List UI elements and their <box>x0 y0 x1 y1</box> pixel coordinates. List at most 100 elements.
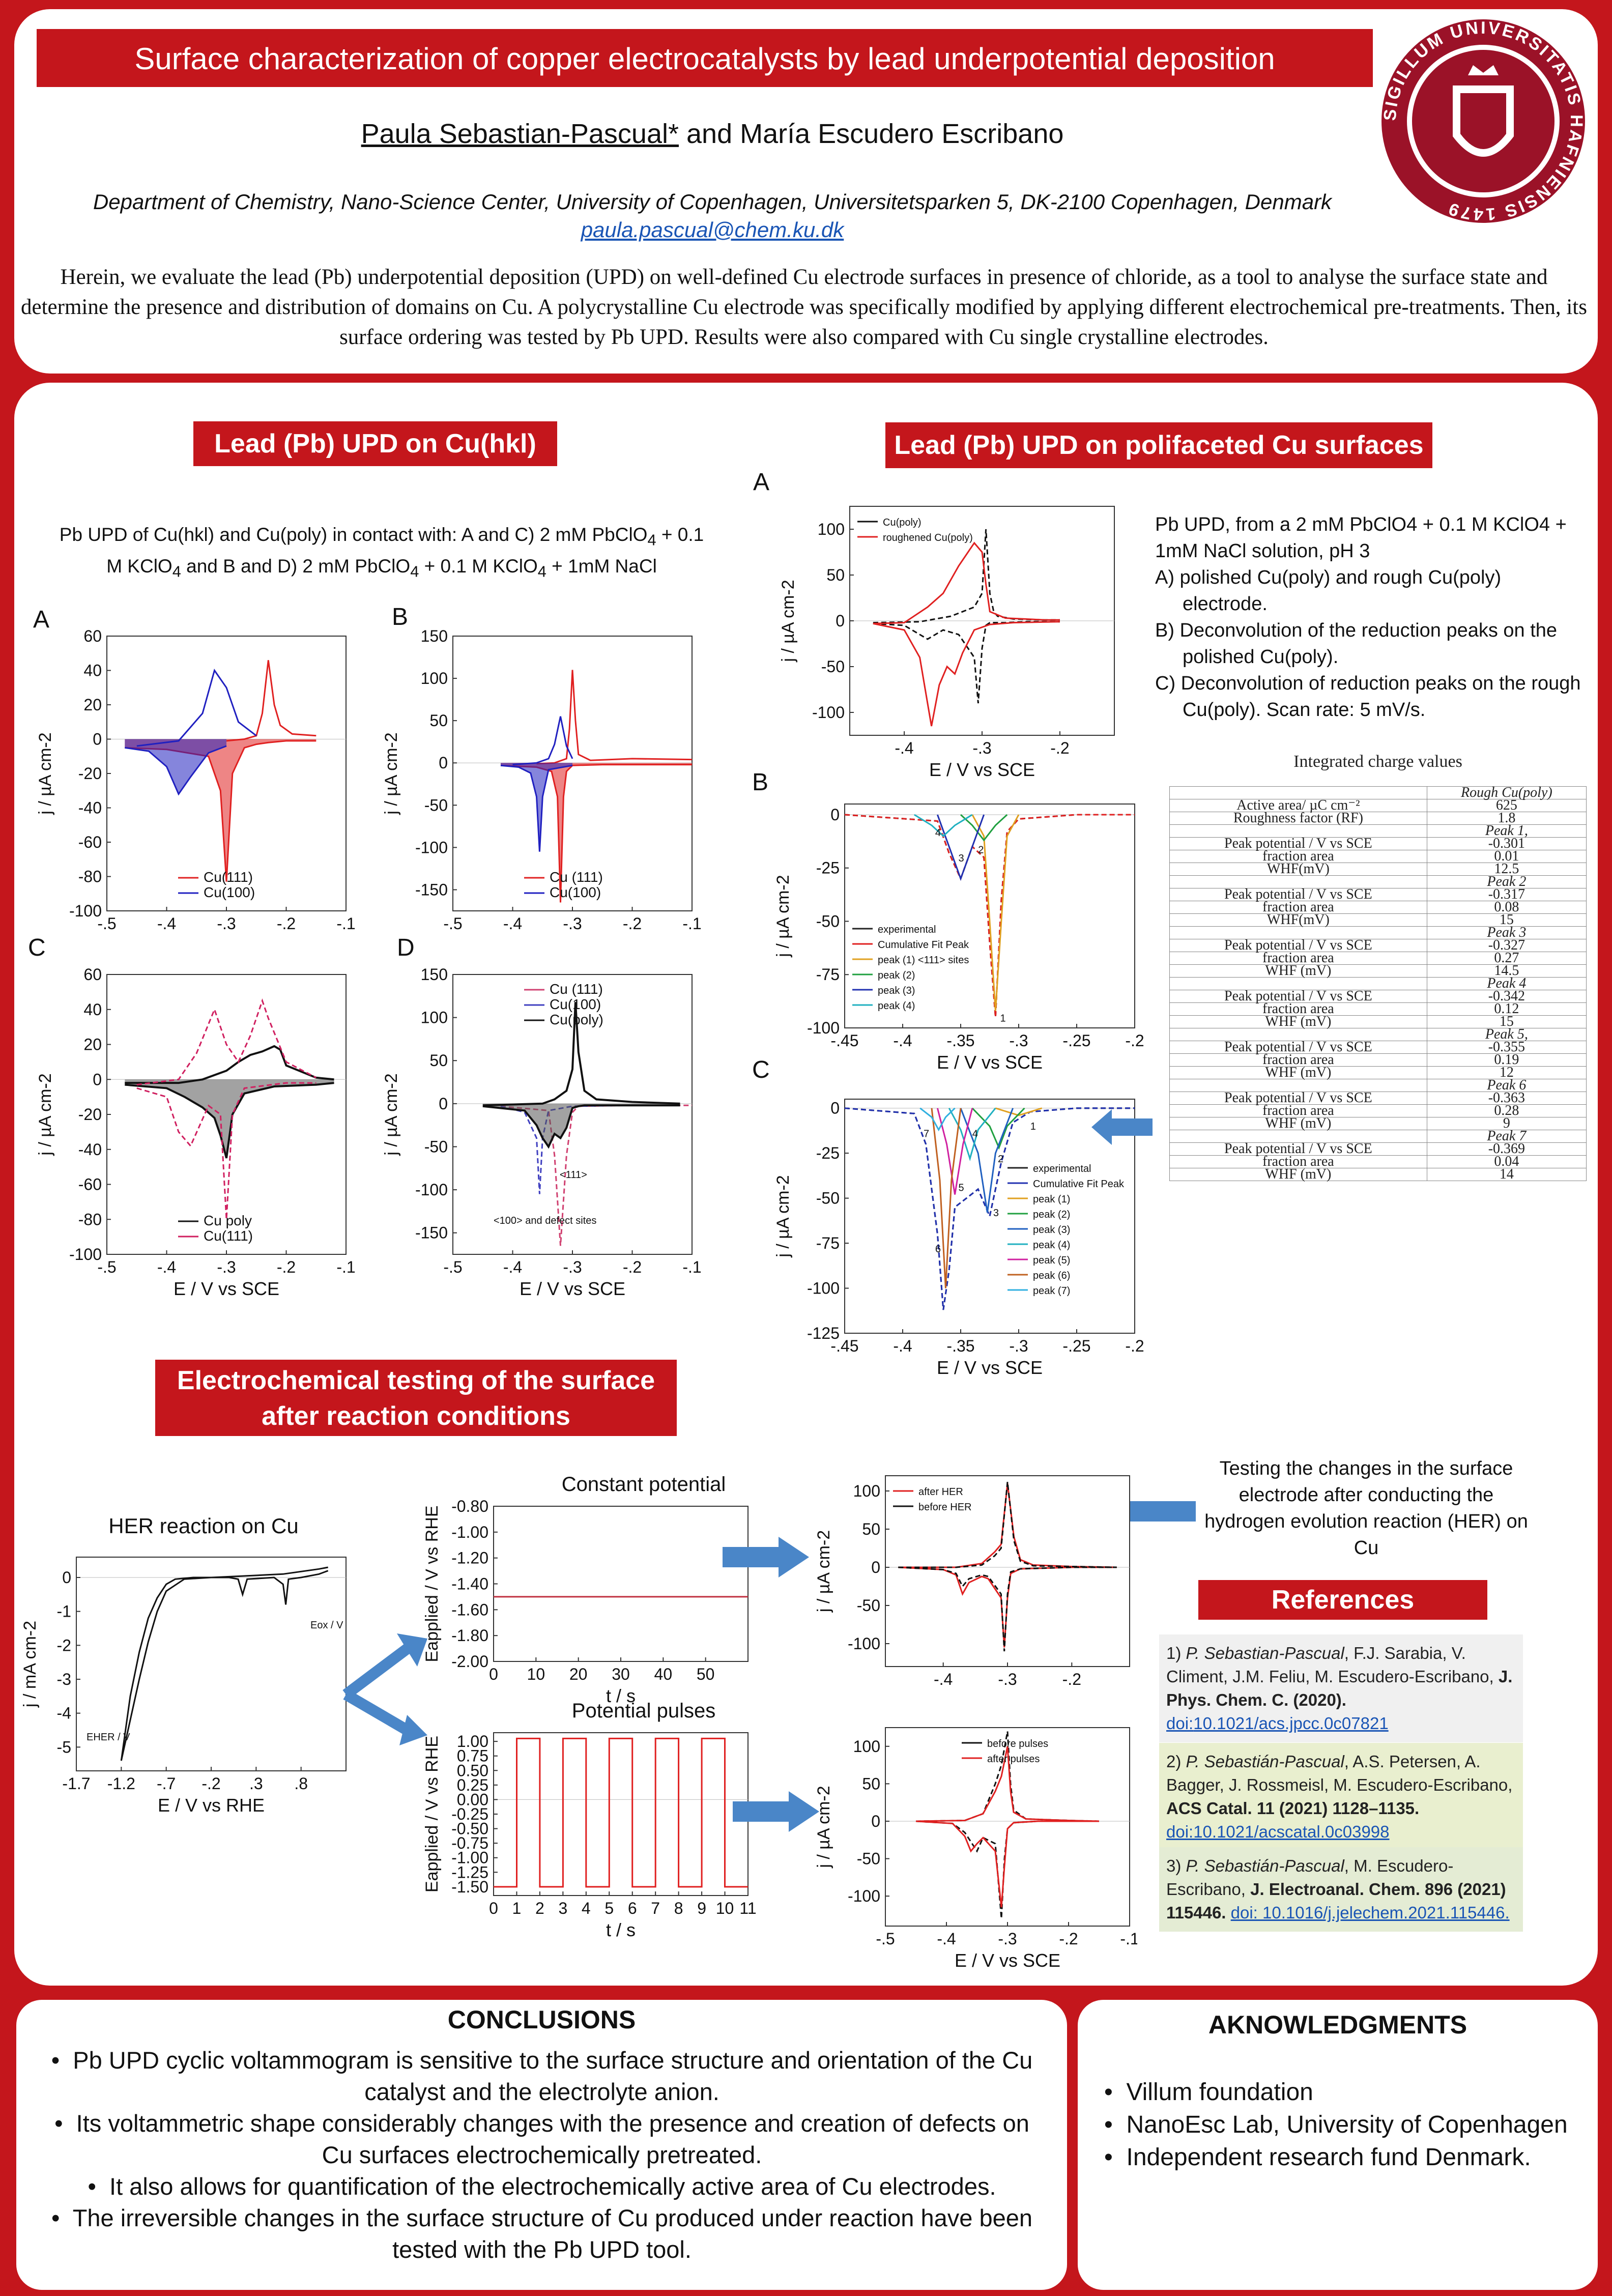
chart-annotation: 2 <box>978 844 984 855</box>
x-tick-label: 2 <box>535 1899 544 1917</box>
y-axis-label: j / µA cm-2 <box>36 732 55 815</box>
x-tick-label: -.4 <box>157 914 176 933</box>
y-tick-label: -50 <box>857 1850 880 1868</box>
chart-poly-b: -.45 -.4 -.35 -.3 -.25 -.2-100-75-50-250E / V… <box>763 794 1145 1089</box>
x-tick-label: -.2 <box>277 914 296 933</box>
x-tick-label: 20 <box>569 1665 588 1683</box>
x-tick-label: -.4 <box>503 1258 522 1276</box>
arrow-fork-icon <box>341 1628 433 1750</box>
chart-annotation: 5 <box>958 1182 964 1193</box>
test-heading-line1: Electrochemical testing of the surface <box>155 1363 677 1398</box>
legend-label: Cumulative Fit Peak <box>1033 1179 1125 1190</box>
charge-table-label: WHF (mV) <box>1170 1117 1427 1130</box>
acknowledgment-item: • NanoEsc Lab, University of Copenhagen <box>1094 2109 1572 2141</box>
x-tick-label: 10 <box>716 1899 734 1917</box>
y-tick-label: 0 <box>830 806 840 824</box>
y-tick-label: -1.20 <box>451 1549 488 1567</box>
x-tick-label: 10 <box>527 1665 545 1683</box>
y-tick-label: 0 <box>439 1095 448 1113</box>
chart-potential-pulses: 0 1 2 3 4 5 6 7 8 9 10 11-1.50-1.25-1.00-0.75-0.50-… <box>417 1723 763 1941</box>
y-tick-label: -100 <box>69 902 102 920</box>
department: Department of Chemistry, Nano-Science Ce… <box>0 190 1425 214</box>
doi-link[interactable]: doi: 10.1016/j.jelechem.2021.115446. <box>1231 1903 1510 1922</box>
her-side-note: Testing the changes in the surface elect… <box>1198 1455 1534 1561</box>
legend-label: after pulses <box>987 1754 1040 1765</box>
test-heading: Electrochemical testing of the surface af… <box>155 1360 677 1436</box>
conclusion-item: • Pb UPD cyclic voltammogram is sensitiv… <box>46 2045 1038 2108</box>
abstract: Herein, we evaluate the lead (Pb) underp… <box>20 262 1588 352</box>
legend-label: Cu(poly) <box>883 517 922 528</box>
y-tick-label: 0 <box>836 612 845 630</box>
chart-annotation: EHER / V <box>87 1732 130 1743</box>
legend-label: experimental <box>1033 1163 1091 1174</box>
legend-label: Cu (111) <box>550 869 603 885</box>
y-tick-label: 0 <box>871 1812 880 1830</box>
arrow-right-icon <box>723 1537 809 1577</box>
x-tick-label: -.3 <box>1009 1031 1028 1050</box>
doi-link[interactable]: doi:10.1021/acscatal.0c03998 <box>1166 1822 1390 1841</box>
y-tick-label: 0 <box>439 754 448 772</box>
x-axis-label: t / s <box>606 1919 636 1940</box>
x-tick-label: -.3 <box>217 1258 236 1276</box>
x-tick-label: -.2 <box>1062 1670 1081 1688</box>
y-tick-label: -25 <box>816 859 840 877</box>
email-link[interactable]: paula.pascual@chem.ku.dk <box>0 218 1425 242</box>
x-tick-label: -.2 <box>1050 739 1069 757</box>
doi-link[interactable]: doi:10.1021/acs.jpcc.0c07821 <box>1166 1714 1389 1733</box>
y-tick-label: -50 <box>821 657 845 676</box>
y-tick-label: -100 <box>848 1887 880 1905</box>
charge-table-label: WHF (mV) <box>1170 1067 1427 1079</box>
x-tick-label: -.35 <box>946 1337 974 1355</box>
arrow-right-icon <box>733 1791 819 1832</box>
x-axis-label: E / V vs SCE <box>955 1950 1060 1971</box>
legend-label: before HER <box>918 1502 972 1513</box>
y-tick-label: -50 <box>424 1137 448 1156</box>
legend-label: peak (3) <box>1033 1224 1070 1236</box>
charge-table-value: 14 <box>1427 1168 1586 1181</box>
x-tick-label: -.4 <box>157 1258 176 1276</box>
y-tick-label: 150 <box>421 627 448 645</box>
legend-label: peak (4) <box>1033 1240 1070 1251</box>
charge-table-row: Peak potential / V vs SCE -0.301 <box>1170 838 1587 850</box>
x-tick-label: 40 <box>654 1665 673 1683</box>
y-tick-label: -100 <box>848 1634 880 1653</box>
y-tick-label: -2 <box>57 1636 71 1654</box>
y-tick-label: 100 <box>421 1009 448 1027</box>
x-tick-label: -.1 <box>682 1258 701 1276</box>
x-tick-label: .3 <box>249 1774 263 1793</box>
x-tick-label: -.3 <box>217 914 236 933</box>
y-tick-label: -80 <box>78 868 102 886</box>
x-tick-label: -.2 <box>1125 1031 1144 1050</box>
chart-annotation: 7 <box>924 1128 929 1139</box>
her-title: HER reaction on Cu <box>51 1514 356 1538</box>
legend-label: Cumulative Fit Peak <box>878 939 969 951</box>
hkl-caption: Pb UPD of Cu(hkl) and Cu(poly) in contac… <box>56 522 707 585</box>
x-tick-label: -.3 <box>998 1930 1017 1948</box>
plot-frame <box>494 1506 748 1661</box>
y-tick-label: -100 <box>69 1245 102 1264</box>
y-tick-label: -25 <box>816 1144 840 1162</box>
author-2: and María Escudero Escribano <box>679 119 1063 149</box>
x-tick-label: -.25 <box>1062 1031 1090 1050</box>
legend-label: peak (6) <box>1033 1270 1070 1281</box>
chart-constant-potential: 0 10 20 30 40 50-0.80-1.00-1.20-1.40-1.60-1.8… <box>417 1496 763 1705</box>
x-tick-label: -.3 <box>972 739 991 757</box>
x-tick-label: -.2 <box>277 1258 296 1276</box>
acknowledgment-item: • Villum foundation <box>1094 2076 1572 2109</box>
charge-table-row: WHF (mV) 14 <box>1170 1168 1587 1181</box>
x-tick-label: -.4 <box>895 739 913 757</box>
charge-table-row: Peak potential / V vs SCE -0.317 <box>1170 888 1587 901</box>
y-tick-label: -100 <box>812 703 845 722</box>
conclusions-heading: CONCLUSIONS <box>16 2005 1067 2034</box>
charge-table-label: WHF (mV) <box>1170 965 1427 978</box>
x-tick-label: 11 <box>739 1899 756 1917</box>
y-tick-label: -3 <box>57 1670 71 1688</box>
chart-poly-c: -.45 -.4 -.35 -.3 -.25 -.2-125-100-75-50-250E… <box>763 1089 1145 1394</box>
y-tick-label: 0 <box>871 1558 880 1576</box>
chart-annotation: 3 <box>958 853 964 864</box>
y-tick-label: 0 <box>830 1099 840 1117</box>
charge-table-row: Peak potential / V vs SCE -0.369 <box>1170 1143 1587 1156</box>
charge-table-label: WHF (mV) <box>1170 1016 1427 1028</box>
charge-table-row: fraction area 0.12 <box>1170 1003 1587 1016</box>
plot-frame <box>494 1733 748 1896</box>
